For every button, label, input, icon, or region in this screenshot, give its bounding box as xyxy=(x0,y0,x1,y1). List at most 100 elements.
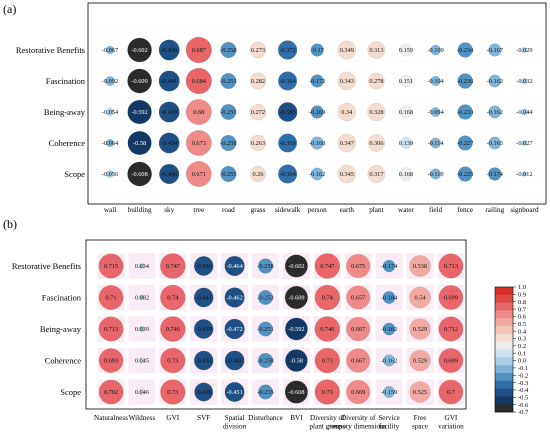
panel-b-value-circle xyxy=(438,348,464,373)
panel-b-value-circle xyxy=(160,379,186,405)
panel-b-value-label: -0.174 xyxy=(381,263,398,270)
panel-a-label: (a) xyxy=(3,2,16,16)
panel-a-value-circle xyxy=(399,105,413,119)
panel-b-row-label: Scope xyxy=(60,387,81,397)
panel-a-value-circle xyxy=(367,41,386,59)
panel-b-column-label: Diversity of sensory dimensions xyxy=(330,414,387,431)
panel-a-row-label: Being-away xyxy=(44,107,86,117)
panel-a-value-circle xyxy=(220,41,237,59)
panel-b-value-circle xyxy=(409,349,431,372)
panel-a-value-label: 0.349 xyxy=(340,47,354,54)
panel-b-value-circle xyxy=(193,256,214,276)
panel-a-value-label: -0.602 xyxy=(131,47,147,54)
panel-b-value-label: 0.73 xyxy=(322,389,333,396)
colorbar-tick-label: 0.0 xyxy=(518,358,526,365)
panel-a-value-circle xyxy=(158,101,180,123)
panel-b-value-label: -0.184 xyxy=(381,295,398,302)
panel-b-value-label: -0.608 xyxy=(288,389,304,396)
panel-a-value-label: -0.251 xyxy=(220,109,236,116)
panel-b-value-label: 0.713 xyxy=(444,263,458,270)
panel-a-value-label: 0.273 xyxy=(251,47,265,54)
panel-b-value-circle xyxy=(285,317,308,341)
panel-b-value-circle xyxy=(139,294,145,301)
panel-a-value-circle xyxy=(521,78,528,84)
panel-a-value-circle xyxy=(105,45,115,55)
panel-a-value-circle xyxy=(185,99,212,125)
panel-a-value-label: -0.064 xyxy=(102,140,119,147)
panel-a-value-label: -0.58 xyxy=(133,140,146,147)
panel-a-value-circle xyxy=(368,72,385,90)
panel-a-value-label: -0.169 xyxy=(309,109,325,116)
panel-b-value-label: 0.747 xyxy=(320,263,334,270)
panel-b-value-label: -0.182 xyxy=(381,326,397,333)
panel-a-column-label: wall xyxy=(104,206,116,214)
panel-b-column-label: Free space xyxy=(412,414,428,431)
panel-b-value-label: 0.525 xyxy=(413,389,427,396)
panel-b-row-label: Fascination xyxy=(42,293,82,303)
panel-a-row-label: Fascination xyxy=(46,76,86,86)
panel-a-row-label: Restorative Benefits xyxy=(16,45,85,55)
colorbar-segment xyxy=(495,365,513,374)
panel-a-column-label: signboard xyxy=(510,206,539,214)
panel-a-column-labels: wall building sky tree road grass sidewalk pers… xyxy=(104,206,539,214)
panel-b-value-circle xyxy=(285,349,308,372)
panel-a-value-label: -0.372 xyxy=(279,47,295,54)
panel-a-value-label: -0.592 xyxy=(131,109,147,116)
colorbar-tick-label: 0.9 xyxy=(518,292,526,299)
panel-a-value-circle xyxy=(399,43,413,57)
panel-b-value-circle xyxy=(257,258,274,274)
panel-a-column-label: earth xyxy=(340,206,355,214)
panel-b-value-label: 0.034 xyxy=(135,263,150,270)
panel-b-value-circle xyxy=(160,316,186,342)
panel-a-value-label: -0.168 xyxy=(309,140,325,147)
panel-a-value-label: -0.364 xyxy=(279,171,296,178)
panel-b-value-circle xyxy=(98,253,124,279)
colorbar-tick-label: -0.1 xyxy=(518,365,528,372)
panel-a-value-circle xyxy=(488,136,502,150)
panel-a-value-label: -0.114 xyxy=(428,140,445,147)
colorbar-frame xyxy=(494,286,514,413)
panel-b-value-circle xyxy=(224,318,245,340)
panel-b-value-circle xyxy=(438,253,464,279)
panel-b-value-label: 0.045 xyxy=(135,358,149,365)
panel-b-value-label: 0.71 xyxy=(105,295,116,302)
panel-b-value-label: -0.609 xyxy=(288,295,304,302)
panel-a-value-label: 0.328 xyxy=(369,109,383,116)
panel-a-value-circle xyxy=(488,105,502,119)
panel-b: (b) Restorative Benefits Fascination Being… xyxy=(3,217,467,431)
panel-b-value-label: -0.462 xyxy=(226,295,242,302)
colorbar-segment xyxy=(495,396,513,405)
panel-a-value-label: -0.434 xyxy=(161,140,178,147)
panel-a-value-circle xyxy=(278,71,298,91)
colorbar-tick-label: 0.7 xyxy=(518,306,527,313)
panel-b-value-label: 0.54 xyxy=(414,295,426,302)
colorbar-tick-label: 0.1 xyxy=(518,350,526,357)
panel-a-value-circle xyxy=(337,133,357,153)
panel-b-value-circle xyxy=(138,325,145,333)
colorbar-tick-label: -0.3 xyxy=(518,380,528,387)
panel-a-value-label: -0.094 xyxy=(427,109,444,116)
panel-a-value-label: -0.364 xyxy=(279,78,296,85)
panel-a-value-circle xyxy=(249,165,267,183)
panel-b-value-circle xyxy=(314,253,341,279)
panel-a-value-circle xyxy=(105,76,115,86)
panel-b-column-label: SVF xyxy=(197,414,210,422)
panel-a-value-label: -0.608 xyxy=(131,171,147,178)
panel-b-value-circle xyxy=(438,285,464,310)
colorbar-segment xyxy=(495,341,513,350)
panel-a-value-circle xyxy=(457,135,473,151)
panel-a-value-label: -0.172 xyxy=(309,78,325,85)
panel-a-value-label: -0.436 xyxy=(161,47,177,54)
panel-b-value-circle xyxy=(346,285,371,310)
colorbar-tick-label: -0.2 xyxy=(518,372,528,379)
panel-a-value-circle xyxy=(399,74,413,88)
panel-b-value-circle xyxy=(224,287,245,308)
panel-b-value-circle xyxy=(257,352,274,369)
colorbar-tick-label: 1.0 xyxy=(518,284,526,291)
panel-a-value-label: -0.162 xyxy=(487,109,503,116)
panel-a-value-circle xyxy=(310,105,324,119)
panel-b-value-circle xyxy=(438,379,464,405)
panel-a-value-label: 0.68 xyxy=(193,109,204,116)
panel-a-value-circle xyxy=(105,138,115,148)
panel-a-value-label: -0.054 xyxy=(102,109,119,116)
